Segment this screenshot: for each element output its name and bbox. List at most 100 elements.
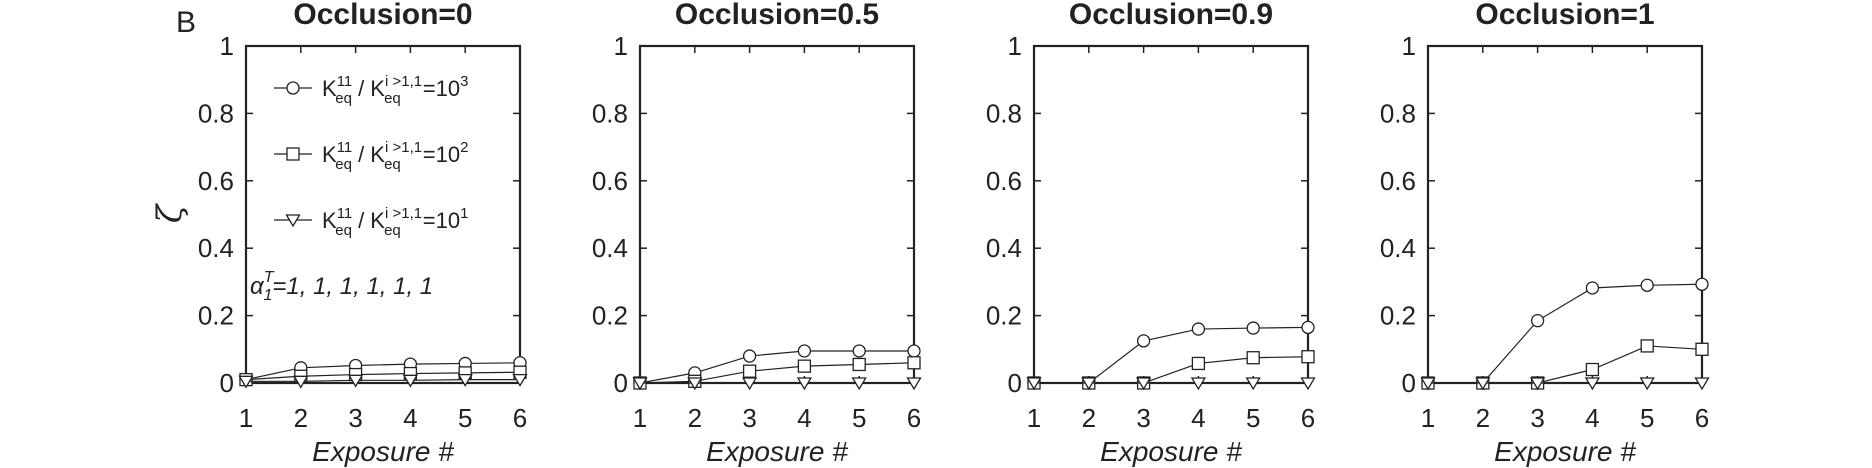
series-square bbox=[633, 356, 921, 390]
data-point-circle bbox=[1301, 320, 1315, 335]
y-tick-label: 1 bbox=[1008, 31, 1022, 61]
x-tick-label: 1 bbox=[633, 403, 647, 433]
y-tick-label: 0.8 bbox=[986, 98, 1022, 128]
data-point-square bbox=[1301, 350, 1315, 364]
data-point-triangle bbox=[512, 373, 528, 387]
plot-frame bbox=[638, 44, 916, 385]
x-tick-label: 1 bbox=[1027, 403, 1041, 433]
x-tick-label: 2 bbox=[688, 403, 702, 433]
chart-panel-1: Occlusion=0 0 0.2 0.4 0.6 0.8 1 1 2 3 4 5 6 Exposure … bbox=[150, 0, 528, 467]
data-point-triangle bbox=[1081, 377, 1097, 391]
legend-marker-circle bbox=[286, 81, 300, 95]
data-point-triangle bbox=[851, 377, 867, 391]
x-tick-label: 5 bbox=[1640, 403, 1654, 433]
data-point-circle bbox=[907, 344, 921, 358]
data-point-triangle bbox=[402, 374, 419, 388]
x-tick-label: 3 bbox=[348, 403, 362, 433]
data-point-triangle bbox=[457, 373, 473, 387]
x-tick-label: 6 bbox=[513, 403, 527, 433]
y-tick-label: 1 bbox=[220, 31, 234, 61]
data-point-triangle bbox=[1245, 377, 1261, 391]
x-axis-label: Exposure # bbox=[312, 436, 454, 467]
data-point-square bbox=[1695, 342, 1709, 356]
series-circle bbox=[1421, 277, 1709, 390]
data-point-circle bbox=[1191, 322, 1206, 336]
chart-panel-2: Occlusion=0.5 0 0.2 0.4 0.6 0.8 1 1 2 3 4 5 6 Exposur… bbox=[592, 0, 922, 467]
data-point-triangle bbox=[1475, 377, 1491, 391]
data-point-circle bbox=[852, 344, 866, 358]
data-point-triangle bbox=[1694, 377, 1710, 391]
x-tick-label: 4 bbox=[403, 403, 417, 433]
series-line bbox=[639, 350, 914, 384]
legend-entry: K11 eq / Ki >1,1 eq =101 bbox=[322, 205, 468, 239]
data-point-triangle bbox=[1190, 377, 1207, 391]
x-tick-label: 3 bbox=[1530, 403, 1544, 433]
data-point-triangle bbox=[293, 375, 309, 389]
y-tick-label: 0 bbox=[614, 368, 628, 398]
data-point-circle bbox=[1246, 321, 1260, 335]
data-point-square bbox=[797, 359, 812, 373]
x-axis-label: Exposure # bbox=[1494, 436, 1636, 467]
legend-entry: K11 eq / Ki >1,1 eq =102 bbox=[322, 139, 468, 173]
x-tick-label: 4 bbox=[1585, 403, 1599, 433]
y-tick-label: 0.8 bbox=[592, 98, 628, 128]
x-tick-label: 1 bbox=[1421, 403, 1435, 433]
data-point-circle bbox=[797, 344, 812, 358]
x-tick-label: 1 bbox=[239, 403, 253, 433]
series-square bbox=[1421, 339, 1709, 390]
chart-title: Occlusion=0 bbox=[293, 0, 472, 31]
data-point-circle bbox=[1585, 281, 1600, 295]
y-tick-label: 0.4 bbox=[986, 233, 1022, 263]
data-point-triangle bbox=[1420, 377, 1436, 391]
series-line bbox=[1428, 283, 1703, 384]
x-tick-label: 3 bbox=[1136, 403, 1150, 433]
series-line bbox=[245, 362, 521, 381]
x-tick-label: 2 bbox=[1476, 403, 1490, 433]
data-point-triangle bbox=[1300, 377, 1316, 391]
data-point-triangle bbox=[1584, 377, 1601, 391]
x-tick-label: 5 bbox=[1246, 403, 1260, 433]
data-point-triangle bbox=[632, 377, 648, 391]
y-tick-label: 0.2 bbox=[986, 301, 1022, 331]
series-triangle bbox=[1420, 377, 1710, 391]
data-point-square bbox=[742, 364, 757, 378]
data-point-circle bbox=[1695, 277, 1709, 291]
y-tick-label: 1 bbox=[1402, 31, 1416, 61]
y-tick-label: 0.4 bbox=[198, 233, 234, 263]
data-point-square bbox=[1246, 351, 1260, 365]
plot-frame bbox=[244, 44, 522, 385]
x-tick-label: 6 bbox=[907, 403, 921, 433]
series-triangle bbox=[632, 377, 922, 391]
data-point-triangle bbox=[1639, 377, 1655, 391]
y-tick-label: 0.4 bbox=[1380, 233, 1416, 263]
x-axis-label: Exposure # bbox=[706, 436, 848, 467]
y-tick-label: 0.6 bbox=[986, 166, 1022, 196]
legend-entry: K11 eq / Ki >1,1 eq =103 bbox=[322, 73, 468, 107]
chart-panel-4: Occlusion=1 0 0.2 0.4 0.6 0.8 1 1 2 3 4 5 6 Exposure … bbox=[1380, 0, 1710, 467]
series-line bbox=[1034, 326, 1309, 384]
panels: Occlusion=0 0 0.2 0.4 0.6 0.8 1 1 2 3 4 5 6 Exposure … bbox=[150, 0, 1710, 467]
data-point-triangle bbox=[741, 377, 758, 391]
x-tick-label: 2 bbox=[294, 403, 308, 433]
data-point-triangle bbox=[796, 377, 813, 391]
y-tick-label: 0.8 bbox=[198, 98, 234, 128]
x-tick-label: 3 bbox=[742, 403, 756, 433]
data-point-square bbox=[907, 356, 921, 370]
y-tick-label: 0.8 bbox=[1380, 98, 1416, 128]
data-point-triangle bbox=[1135, 377, 1152, 391]
y-tick-label: 0.4 bbox=[592, 233, 628, 263]
x-tick-label: 6 bbox=[1695, 403, 1709, 433]
legend: K11 eq / Ki >1,1 eq =103 K11 eq / Ki >1,1 eq =1… bbox=[274, 73, 468, 239]
y-tick-label: 0.6 bbox=[592, 166, 628, 196]
plot-frame bbox=[1032, 44, 1310, 385]
data-point-triangle bbox=[1529, 377, 1546, 391]
data-point-triangle bbox=[238, 375, 254, 389]
x-tick-label: 4 bbox=[1191, 403, 1205, 433]
data-point-triangle bbox=[687, 377, 703, 391]
x-tick-label: 5 bbox=[458, 403, 472, 433]
x-tick-label: 6 bbox=[1301, 403, 1315, 433]
series-triangle bbox=[238, 373, 528, 389]
data-point-circle bbox=[1136, 334, 1151, 348]
chart-panel-3: Occlusion=0.9 0 0.2 0.4 0.6 0.8 1 1 2 3 4 5 6 Exposur… bbox=[986, 0, 1316, 467]
